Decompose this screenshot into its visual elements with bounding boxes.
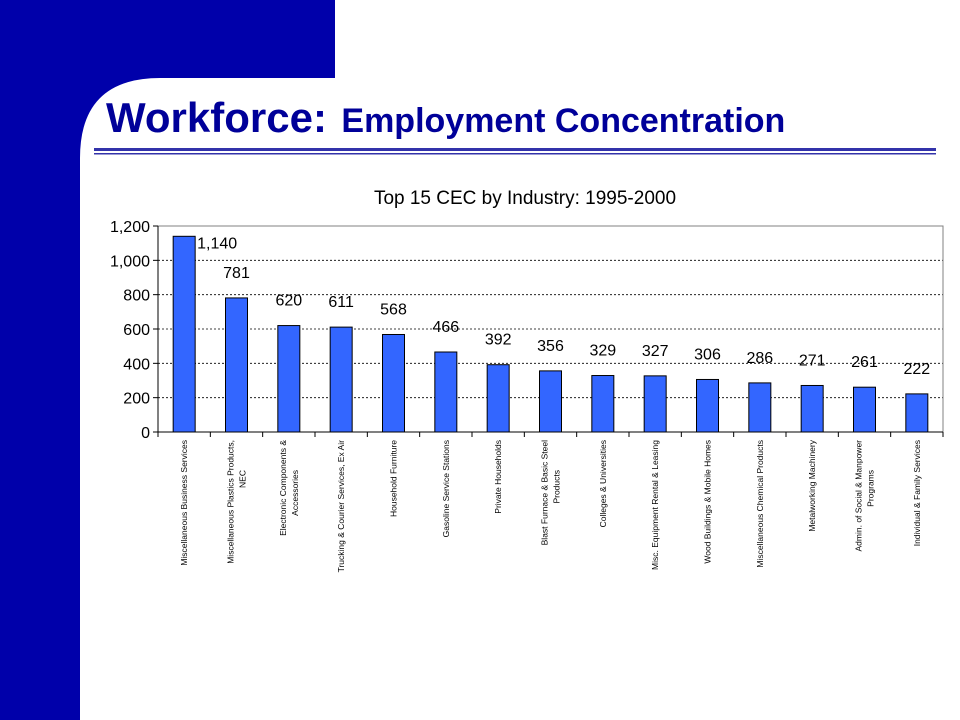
y-tick-label: 1,000 (110, 253, 150, 270)
category-label-line: Electronic Components & (278, 440, 288, 536)
category-label-line: Products (552, 470, 562, 504)
bar (643, 375, 667, 433)
category-label-line: Accessories (290, 470, 300, 516)
y-axis: 0 200 400 600 800 1,000 1,200 (110, 219, 159, 442)
category-label-line: Wood Buildings & Mobile Homes (703, 440, 713, 564)
bar (329, 326, 353, 433)
category-label: Household Furniture (389, 440, 399, 517)
data-label: 611 (328, 294, 354, 311)
title-rule-thin (94, 153, 936, 155)
category-labels: Miscellaneous Business Services Miscellan… (179, 439, 922, 572)
category-label: Miscellaneous Plastics Products, NEC (226, 440, 248, 564)
y-tick-label: 800 (123, 288, 150, 305)
bar-chart: Top 15 CEC by Industry: 1995-2000 1,140 7… (110, 188, 944, 572)
category-label-line: Miscellaneous Business Services (179, 440, 189, 566)
y-tick-label: 0 (141, 425, 150, 442)
bar (225, 297, 248, 433)
data-label: 620 (275, 293, 302, 310)
data-label: 568 (380, 301, 407, 318)
x-axis (157, 431, 944, 437)
category-label-line: Trucking & Courier Services, Ex Air (336, 440, 346, 573)
data-label: 306 (694, 346, 721, 363)
value-labels: 1,140 781 620 611 568 466 392 356 329 327 306 286 27… (197, 235, 930, 378)
category-label: Individual & Family Services (912, 440, 922, 546)
bar (591, 375, 615, 433)
bars (172, 235, 929, 433)
bar (434, 351, 458, 433)
category-label: Trucking & Courier Services, Ex Air (336, 440, 346, 573)
bar (748, 382, 772, 433)
bar (277, 325, 301, 433)
category-label: Blast Furnace & Basic Steel Products (540, 440, 562, 545)
y-tick-label: 1,200 (110, 219, 150, 236)
category-label: Gasoline Service Stations (441, 440, 451, 537)
bar (172, 235, 196, 433)
category-label: Private Households (493, 440, 503, 514)
category-label: Admin. of Social & Manpower Programs (854, 440, 876, 552)
title-suffix: Employment Concentration (341, 102, 785, 140)
page-title: Workforce: Employment Concentration (106, 94, 785, 141)
category-label-line: Miscellaneous Chemical Products (755, 440, 765, 568)
bar (382, 333, 405, 433)
decorative-band (0, 0, 335, 720)
data-label: 1,140 (197, 235, 237, 252)
bar (800, 384, 824, 433)
data-label: 392 (485, 332, 512, 349)
category-label: Misc. Equipment Rental & Leasing (650, 440, 660, 570)
data-label: 781 (223, 265, 250, 282)
title-prefix: Workforce: (106, 94, 327, 141)
category-label-line: Programs (866, 470, 876, 507)
category-label-line: Colleges & Universities (598, 440, 608, 527)
data-label: 271 (799, 352, 826, 369)
data-label: 261 (851, 354, 878, 371)
category-label-line: Gasoline Service Stations (441, 440, 451, 537)
category-label-line: Misc. Equipment Rental & Leasing (650, 440, 660, 570)
category-label: Electronic Components & Accessories (278, 440, 300, 536)
category-label: Colleges & Universities (598, 440, 608, 527)
bar (486, 364, 510, 433)
chart-title: Top 15 CEC by Industry: 1995-2000 (374, 188, 676, 209)
y-tick-label: 400 (123, 356, 150, 373)
category-label: Wood Buildings & Mobile Homes (703, 440, 713, 564)
category-label-line: Household Furniture (389, 440, 399, 517)
category-label-line: Individual & Family Services (912, 440, 922, 546)
category-label: Metalworking Machinery (807, 439, 817, 531)
bar (539, 370, 562, 433)
bar (905, 393, 929, 433)
category-label-line: NEC (238, 470, 248, 488)
data-label: 327 (642, 343, 669, 360)
data-label: 222 (903, 361, 930, 378)
title-rule-thick (94, 148, 936, 151)
category-label-line: Metalworking Machinery (807, 439, 817, 531)
data-label: 329 (589, 343, 616, 360)
bar (696, 378, 719, 433)
y-tick-label: 200 (123, 391, 150, 408)
category-label-line: Miscellaneous Plastics Products, (226, 440, 236, 564)
data-label: 466 (432, 319, 459, 336)
y-tick-label: 600 (123, 322, 150, 339)
category-label-line: Blast Furnace & Basic Steel (540, 440, 550, 545)
category-label: Miscellaneous Business Services (179, 440, 189, 566)
category-label: Miscellaneous Chemical Products (755, 440, 765, 568)
bar (853, 386, 876, 433)
category-label-line: Admin. of Social & Manpower (854, 440, 864, 552)
data-label: 286 (746, 350, 773, 367)
category-label-line: Private Households (493, 440, 503, 514)
data-label: 356 (537, 338, 564, 355)
